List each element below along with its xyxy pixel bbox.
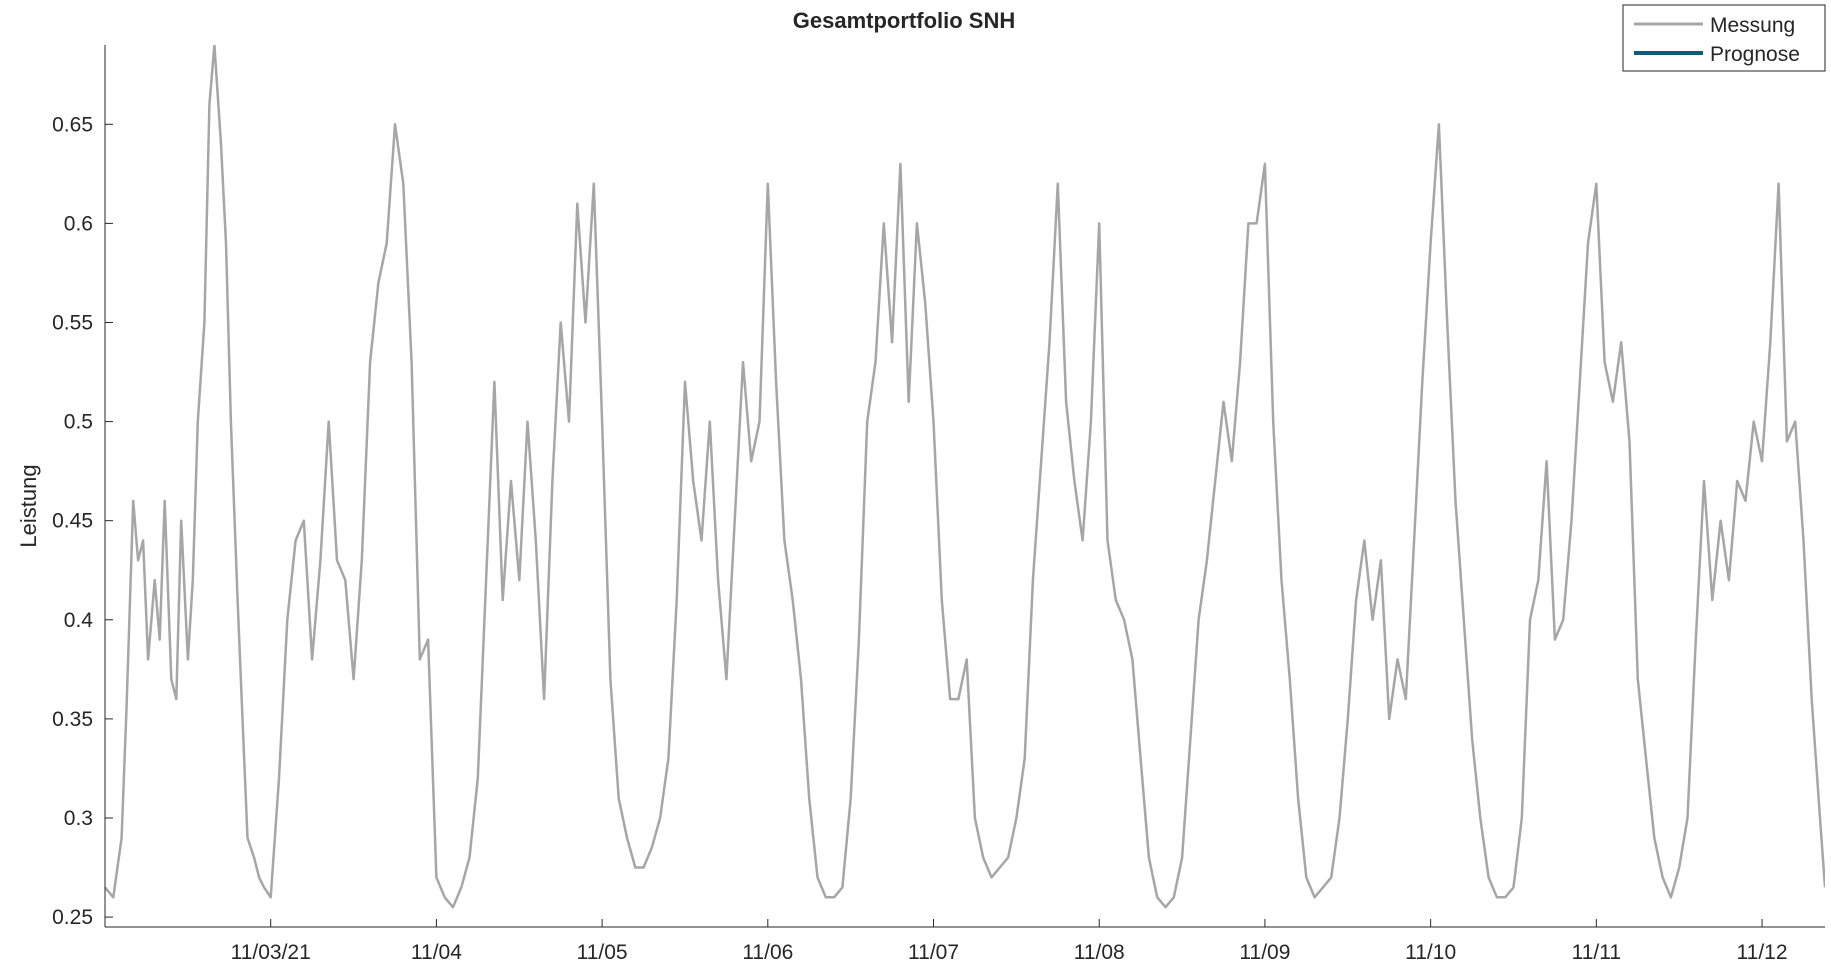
- y-tick-label: 0.5: [64, 411, 93, 434]
- legend-box: [1622, 4, 1826, 72]
- x-tick-label: 11/10: [1405, 941, 1456, 964]
- plot-area: [105, 45, 1825, 909]
- y-tick-label: 0.45: [52, 510, 93, 533]
- legend-label-prognose: Prognose: [1710, 43, 1800, 66]
- x-tick-label: 11/08: [1074, 941, 1125, 964]
- legend: Messung Prognose: [1622, 4, 1826, 72]
- chart-title: Gesamtportfolio SNH: [793, 8, 1015, 33]
- y-tick-label: 0.55: [52, 311, 93, 334]
- x-tick-label: 11/05: [577, 941, 628, 964]
- messung-series-line: [105, 45, 1825, 909]
- x-tick-label: 11/03/21: [231, 941, 311, 964]
- x-tick-label: 11/12: [1737, 941, 1788, 964]
- y-tick-label: 0.6: [64, 212, 93, 235]
- legend-label-messung: Messung: [1710, 14, 1795, 37]
- y-axis-label: Leistung: [16, 464, 41, 547]
- x-tick-label: 11/04: [411, 941, 462, 964]
- y-tick-label: 0.3: [64, 807, 93, 830]
- y-tick-label: 0.4: [64, 609, 94, 632]
- x-tick-label: 11/06: [742, 941, 793, 964]
- y-tick-label: 0.35: [52, 708, 93, 731]
- y-tick-label: 0.25: [52, 906, 93, 929]
- y-axis: 0.25 0.3 0.35 0.4 0.45 0.5 0.55 0.6 0.65: [52, 45, 113, 929]
- x-tick-label: 11/07: [908, 941, 959, 964]
- x-tick-label: 11/09: [1239, 941, 1290, 964]
- x-axis: 11/03/21 11/04 11/05 11/06 11/07 11/08 11/09 11…: [105, 919, 1825, 964]
- y-tick-label: 0.65: [52, 113, 93, 136]
- x-tick-label: 11/11: [1572, 941, 1621, 964]
